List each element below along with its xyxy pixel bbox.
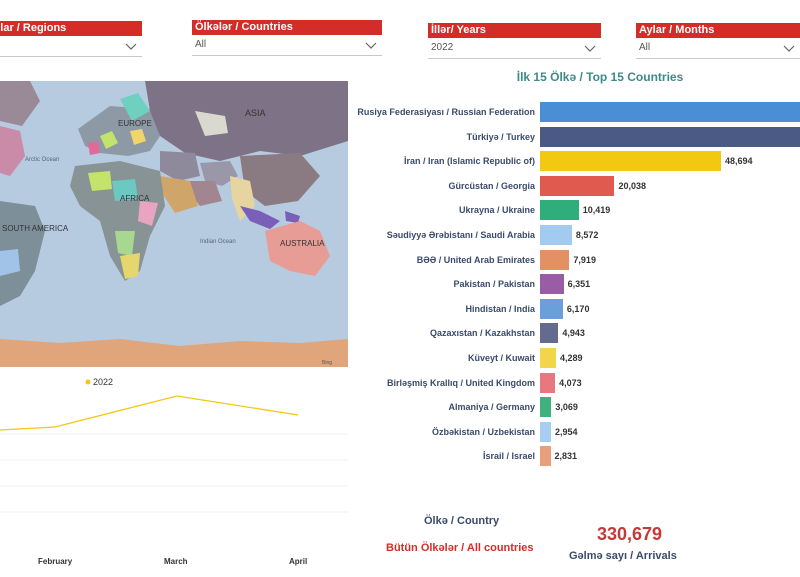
months-dropdown[interactable]: All — [636, 38, 800, 59]
bar-value-label: 48,694 — [725, 156, 753, 167]
bar[interactable] — [540, 151, 721, 172]
bar-value-label: 10,419 — [582, 205, 611, 216]
bar[interactable] — [540, 298, 563, 319]
continent-label-australia: AUSTRALIA — [280, 239, 325, 248]
arrivals-card-label: Gəlmə sayı / Arrivals — [569, 550, 677, 562]
bar-value-label: 20,038 — [618, 180, 646, 191]
bar-label: Rusiya Federasiyası / Russian Federation — [357, 107, 535, 117]
bar-label: Özbəkistan / Uzbekistan — [431, 426, 535, 437]
bar[interactable] — [540, 323, 559, 344]
bar-label: Ukrayna / Ukraine — [458, 205, 535, 216]
bar-label: Gürcüstan / Georgia — [448, 180, 535, 191]
continent-label-south-america: SOUTH AMERICA — [2, 224, 69, 233]
bar-label: Səudiyyə Ərəbistanı / Saudi Arabia — [386, 230, 535, 240]
bar-label: Qazaxıstan / Kazakhstan — [429, 328, 535, 339]
bar[interactable] — [540, 126, 800, 147]
bar-chart-title: İlk 15 Ölkə / Top 15 Countries — [516, 70, 684, 84]
bar-value-label: 4,073 — [559, 377, 582, 388]
x-tick-february: February — [38, 557, 73, 566]
bar-label: Hindistan / India — [465, 303, 535, 314]
bar[interactable] — [540, 421, 551, 442]
bar[interactable] — [540, 397, 552, 418]
countries-value: All — [195, 39, 207, 50]
arrivals-card-value: 330,679 — [597, 524, 663, 544]
bar-value-label: 2,954 — [554, 426, 578, 437]
bar-value-label: 6,351 — [567, 279, 591, 290]
months-slicer-header: Aylar / Months — [636, 23, 800, 38]
bar-value-label: 2,831 — [554, 451, 578, 462]
line-chart-canvas: 2022 — [0, 377, 348, 513]
years-dropdown[interactable]: 2022 — [428, 38, 601, 59]
chevron-down-icon — [584, 45, 596, 52]
bar-label: Küveyt / Kuwait — [467, 353, 535, 363]
years-slicer-header: İllər/ Years — [428, 23, 601, 38]
x-tick-march: March — [164, 557, 188, 566]
bar-label: Almaniya / Germany — [448, 402, 535, 413]
legend-2022: 2022 — [93, 377, 113, 387]
months-slicer[interactable]: Aylar / Months All — [636, 23, 800, 59]
bar[interactable] — [540, 175, 615, 196]
world-map[interactable]: ASIA EUROPE AFRICA SOUTH AMERICA AUSTRAL… — [0, 81, 348, 367]
bar[interactable] — [540, 274, 564, 295]
regions-slicer[interactable]: Regionlar / Regions — [0, 21, 142, 57]
bar[interactable] — [540, 446, 551, 467]
ocean-label-1: Arctic Ocean — [25, 157, 59, 163]
country-card-value: Bütün Ölkələr / All countries — [386, 542, 534, 554]
bar[interactable] — [540, 200, 579, 221]
bar[interactable] — [540, 225, 572, 245]
bar-value-label: 4,943 — [562, 328, 585, 339]
years-slicer[interactable]: İllər/ Years 2022 — [428, 23, 601, 59]
bar-label: Birləşmiş Krallıq / United Kingdom — [386, 377, 535, 388]
bar[interactable] — [540, 372, 556, 393]
bar-value-label: 6,170 — [566, 303, 590, 314]
continent-label-africa: AFRICA — [120, 194, 150, 203]
bar-label: Türkiyə / Turkey — [466, 131, 535, 142]
map-canvas: ASIA EUROPE AFRICA SOUTH AMERICA AUSTRAL… — [0, 81, 348, 367]
country-card-label: Ölkə / Country — [424, 515, 500, 527]
regions-slicer-header: Regionlar / Regions — [0, 21, 142, 36]
countries-dropdown[interactable]: All — [192, 35, 382, 56]
regions-dropdown[interactable] — [0, 36, 142, 57]
countries-slicer-header: Ölkələr / Countries — [192, 20, 382, 35]
continent-label-asia: ASIA — [245, 108, 266, 118]
bar-label: İsrail / Israel — [482, 451, 535, 462]
bar-label: İran / Iran (Islamic Republic of) — [403, 156, 535, 167]
years-value: 2022 — [431, 42, 454, 53]
bar[interactable] — [540, 249, 570, 270]
bar-value-label: 7,919 — [573, 254, 596, 265]
map-attribution: Bing — [322, 360, 332, 366]
bar-label: Pakistan / Pakistan — [453, 279, 535, 290]
bar-value-label: 4,289 — [559, 353, 583, 363]
bar-value-label: 8,572 — [575, 230, 599, 240]
continent-label-europe: EUROPE — [118, 119, 152, 128]
bar-label: BƏƏ / United Arab Emirates — [416, 254, 535, 265]
chevron-down-icon — [365, 42, 377, 49]
bar-value-label: 3,069 — [555, 402, 578, 413]
ocean-label-2: Indian Ocean — [200, 239, 236, 245]
months-value: All — [639, 42, 651, 53]
chevron-down-icon — [783, 45, 795, 52]
x-tick-april: April — [289, 557, 308, 566]
legend-marker — [85, 379, 91, 385]
bar[interactable] — [540, 102, 800, 122]
countries-slicer[interactable]: Ölkələr / Countries All — [192, 20, 382, 56]
chevron-down-icon — [125, 43, 137, 50]
bar[interactable] — [540, 348, 556, 368]
line-chart[interactable]: 2022 — [0, 372, 348, 572]
line-series-2022 — [0, 395, 299, 431]
